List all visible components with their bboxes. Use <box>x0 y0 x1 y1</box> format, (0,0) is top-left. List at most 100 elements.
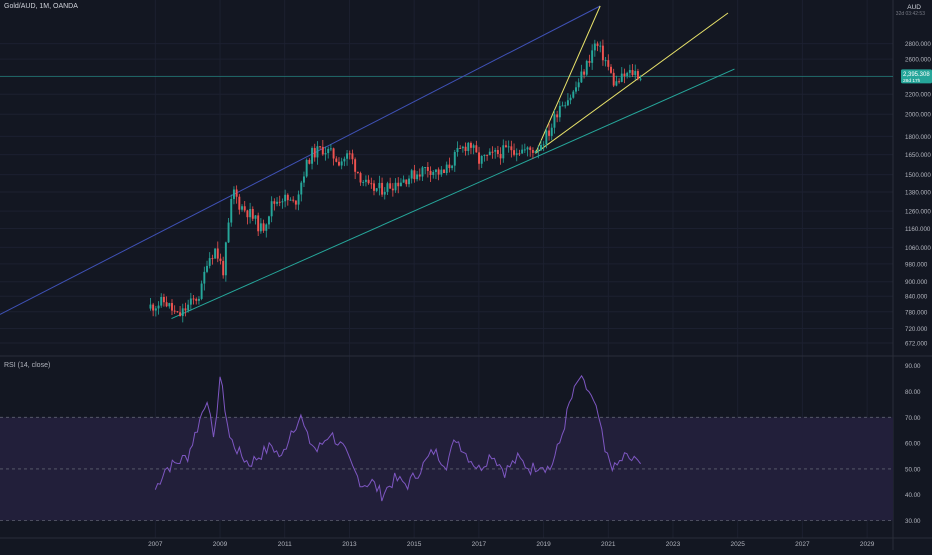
candle[interactable] <box>302 171 305 188</box>
candle[interactable] <box>348 150 351 160</box>
candle[interactable] <box>502 139 505 163</box>
candle[interactable] <box>257 212 260 236</box>
candle[interactable] <box>456 141 459 157</box>
candle[interactable] <box>391 183 394 197</box>
candle[interactable] <box>324 146 327 161</box>
candle[interactable] <box>424 166 427 175</box>
candle[interactable] <box>311 146 314 170</box>
candle[interactable] <box>203 266 206 291</box>
candle[interactable] <box>189 292 192 311</box>
candle[interactable] <box>281 198 284 209</box>
candle[interactable] <box>321 140 324 156</box>
candle[interactable] <box>313 143 316 162</box>
candle[interactable] <box>197 296 200 305</box>
trendline-channel-lower[interactable] <box>171 68 735 320</box>
candle[interactable] <box>300 180 303 202</box>
candle[interactable] <box>583 69 586 79</box>
candle[interactable] <box>157 301 160 315</box>
candle[interactable] <box>475 140 478 153</box>
candle[interactable] <box>216 241 219 263</box>
candle[interactable] <box>319 146 322 150</box>
candle[interactable] <box>478 146 481 170</box>
candle[interactable] <box>521 144 524 154</box>
candle[interactable] <box>335 156 338 163</box>
candle[interactable] <box>270 196 273 223</box>
candle[interactable] <box>461 145 464 153</box>
candle[interactable] <box>410 168 413 184</box>
candle[interactable] <box>459 145 462 149</box>
candle[interactable] <box>173 305 176 314</box>
candle[interactable] <box>308 158 311 165</box>
candle[interactable] <box>448 157 451 173</box>
candle[interactable] <box>292 196 295 203</box>
candle[interactable] <box>327 146 330 159</box>
candle[interactable] <box>316 141 319 165</box>
candle[interactable] <box>338 157 340 167</box>
candle[interactable] <box>206 260 208 274</box>
rsi-title[interactable]: RSI (14, close) <box>4 362 51 369</box>
candle[interactable] <box>402 175 405 183</box>
candle[interactable] <box>550 123 553 141</box>
candle[interactable] <box>610 64 612 74</box>
candle[interactable] <box>434 169 437 180</box>
candle[interactable] <box>620 67 623 83</box>
candle[interactable] <box>251 206 254 222</box>
candle[interactable] <box>329 144 332 152</box>
candle[interactable] <box>219 253 222 265</box>
candle[interactable] <box>373 180 375 196</box>
candle[interactable] <box>187 299 190 313</box>
candle[interactable] <box>332 147 335 166</box>
candle[interactable] <box>294 200 297 210</box>
candle[interactable] <box>284 189 287 208</box>
candle[interactable] <box>467 141 470 156</box>
candle[interactable] <box>453 149 456 172</box>
candle[interactable] <box>249 202 252 224</box>
candle[interactable] <box>305 158 308 178</box>
candle[interactable] <box>628 64 631 78</box>
candle[interactable] <box>639 75 642 82</box>
candle[interactable] <box>386 181 389 195</box>
candle[interactable] <box>618 78 621 84</box>
candle[interactable] <box>564 101 567 109</box>
candle[interactable] <box>429 166 432 182</box>
candle[interactable] <box>227 217 230 244</box>
candle[interactable] <box>607 54 610 71</box>
candle[interactable] <box>480 155 483 169</box>
candle[interactable] <box>375 187 378 193</box>
candle[interactable] <box>343 156 346 167</box>
candle[interactable] <box>432 170 435 179</box>
candle[interactable] <box>171 299 173 316</box>
candle[interactable] <box>416 170 419 182</box>
candle[interactable] <box>224 241 227 282</box>
candle[interactable] <box>152 302 155 317</box>
candle[interactable] <box>367 175 370 185</box>
rsi-panel[interactable] <box>0 374 893 521</box>
candle[interactable] <box>208 252 211 269</box>
candle[interactable] <box>168 302 171 309</box>
candle[interactable] <box>418 168 421 181</box>
candle[interactable] <box>464 142 467 156</box>
candle[interactable] <box>259 218 262 234</box>
candle[interactable] <box>394 178 397 193</box>
candle[interactable] <box>593 39 596 57</box>
candle[interactable] <box>278 195 281 207</box>
candle[interactable] <box>612 68 615 88</box>
candle[interactable] <box>504 140 507 148</box>
candle[interactable] <box>496 145 499 158</box>
candle[interactable] <box>577 78 580 91</box>
candle[interactable] <box>354 157 357 180</box>
candle[interactable] <box>351 149 354 165</box>
candle[interactable] <box>211 254 214 265</box>
candle[interactable] <box>154 306 157 317</box>
candle[interactable] <box>389 177 392 189</box>
candle[interactable] <box>591 44 594 70</box>
candle[interactable] <box>356 171 359 174</box>
candle[interactable] <box>232 186 235 205</box>
candle[interactable] <box>421 165 424 181</box>
candle[interactable] <box>246 209 249 225</box>
candle[interactable] <box>556 110 559 123</box>
candle[interactable] <box>534 150 537 154</box>
candle[interactable] <box>569 94 572 105</box>
candle[interactable] <box>383 187 386 200</box>
